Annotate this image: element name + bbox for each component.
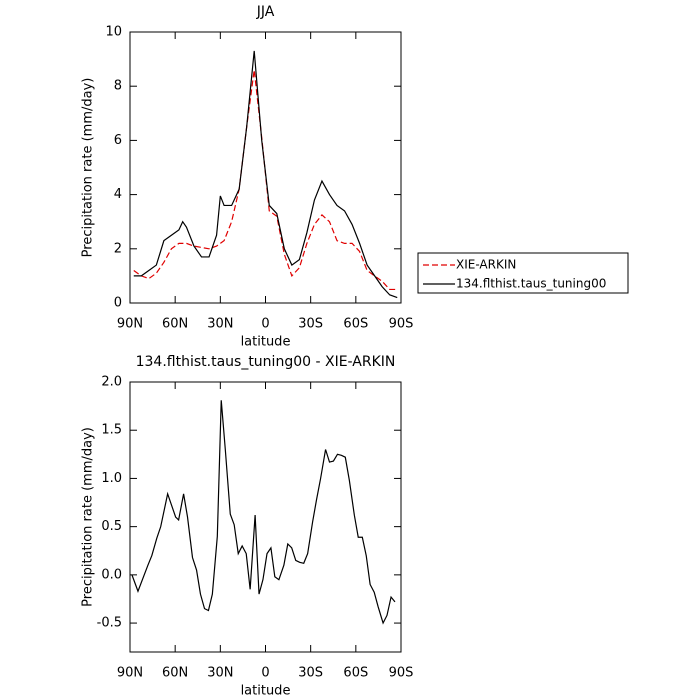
y-tick-label: 4 [114, 187, 122, 202]
y-tick-label: 1.0 [101, 471, 122, 486]
x-tick-label: 30S [298, 666, 323, 681]
y-tick-label: -0.5 [97, 616, 122, 631]
panel: JJA latitude Precipitation rate (mm/day) 90… [81, 4, 629, 350]
x-tick-label: 60N [162, 666, 188, 681]
y-tick-label: 8 [114, 79, 122, 94]
x-axis-label: latitude [241, 335, 291, 350]
x-tick-label: 30S [298, 317, 323, 332]
y-tick-label: 1.5 [101, 423, 122, 438]
y-tick-label: 0 [114, 296, 122, 311]
x-tick-label: 60S [343, 666, 368, 681]
x-tick-label: 60S [343, 317, 368, 332]
x-tick-label: 90S [389, 666, 414, 681]
plot-frame [129, 381, 402, 653]
legend-box [417, 252, 629, 294]
chart-title: JJA [256, 4, 275, 20]
data-line [131, 400, 396, 625]
x-tick-label: 60N [162, 317, 188, 332]
y-tick-label: 0.0 [101, 567, 122, 582]
x-tick-label: 30N [207, 666, 233, 681]
plot-frame [129, 31, 402, 304]
y-tick-label: 2 [114, 241, 122, 256]
legend-label: 134.flthist.taus_tuning00 [456, 277, 606, 291]
data-line [133, 69, 398, 291]
x-tick-label: 90N [117, 666, 143, 681]
y-axis-label: Precipitation rate (mm/day) [81, 78, 96, 258]
chart-title: 134.flthist.taus_tuning00 - XIE-ARKIN [136, 354, 396, 370]
panel: 134.flthist.taus_tuning00 - XIE-ARKIN lat… [81, 354, 414, 699]
data-line [133, 50, 398, 299]
x-tick-label: 90S [389, 317, 414, 332]
y-tick-label: 6 [114, 133, 122, 148]
legend-label: XIE-ARKIN [456, 258, 516, 272]
x-axis-label: latitude [241, 684, 291, 699]
x-tick-label: 90N [117, 317, 143, 332]
y-tick-label: 10 [105, 25, 122, 40]
y-tick-label: 0.5 [101, 519, 122, 534]
x-tick-label: 30N [207, 317, 233, 332]
y-tick-label: 2.0 [101, 375, 122, 390]
x-tick-label: 0 [261, 317, 269, 332]
y-axis-label: Precipitation rate (mm/day) [81, 427, 96, 607]
x-tick-label: 0 [261, 666, 269, 681]
